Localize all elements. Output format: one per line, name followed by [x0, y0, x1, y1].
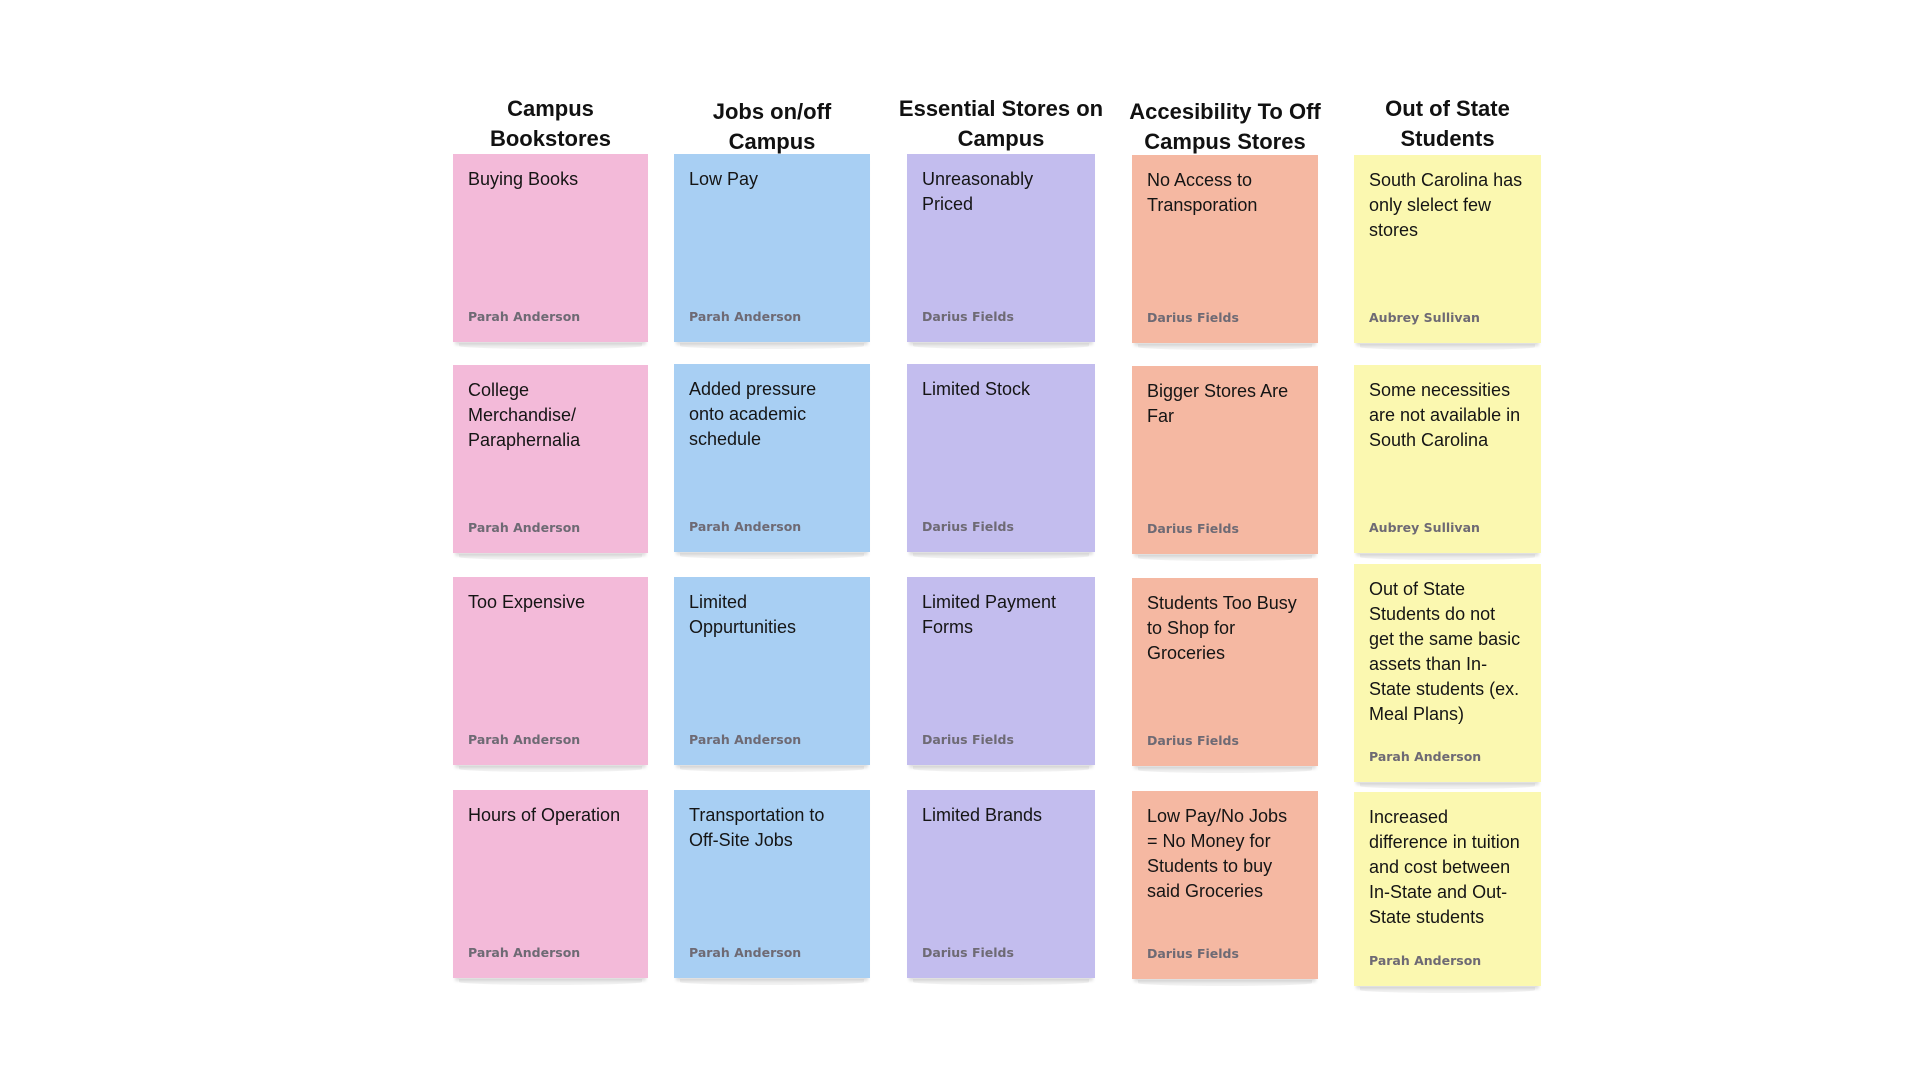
note-text: Students Too Busy to Shop for Groceries — [1147, 593, 1297, 663]
note-author: Parah Anderson — [468, 732, 581, 747]
sticky-note[interactable]: South Carolina has only slelect few stor… — [1354, 155, 1541, 350]
note-text: Bigger Stores Are Far — [1147, 381, 1289, 426]
note-author: Parah Anderson — [689, 519, 802, 534]
note-text: College Merchandise/ Paraphernalia — [468, 380, 581, 450]
column-title: Accesibility To Off Campus Stores — [1129, 99, 1321, 154]
note-author: Darius Fields — [1147, 310, 1239, 325]
note-text: Too Expensive — [468, 592, 586, 612]
sticky-note[interactable]: Limited Oppurtunities Parah Anderson — [674, 577, 870, 772]
sticky-note[interactable]: Limited Brands Darius Fields — [907, 790, 1095, 985]
sticky-note[interactable]: Unreasonably Priced Darius Fields — [907, 154, 1095, 349]
note-author: Aubrey Sullivan — [1369, 310, 1480, 325]
sticky-note[interactable]: Limited Stock Darius Fields — [907, 364, 1095, 559]
note-text: Out of State Students do not get the sam… — [1369, 579, 1521, 724]
column-essential-stores-on-campus: Essential Stores on Campus Unreasonably … — [899, 0, 1103, 1080]
column-title: Out of State Students — [1385, 96, 1510, 151]
sticky-note[interactable]: No Access to Transporation Darius Fields — [1132, 155, 1318, 350]
note-text: Limited Brands — [922, 805, 1043, 825]
sticky-note[interactable]: Buying Books Parah Anderson — [453, 154, 648, 349]
note-author: Darius Fields — [922, 945, 1014, 960]
column-out-of-state-students: Out of State Students South Carolina has… — [1354, 0, 1541, 1080]
column-title: Jobs on/off Campus — [712, 99, 832, 154]
note-author: Darius Fields — [1147, 733, 1239, 748]
sticky-note[interactable]: Out of State Students do not get the sam… — [1354, 564, 1541, 789]
sticky-note[interactable]: Added pressure onto academic schedule Pa… — [674, 364, 870, 559]
note-text: Transportation to Off-Site Jobs — [689, 805, 825, 850]
sticky-note[interactable]: Low Pay/No Jobs = No Money for Students … — [1132, 791, 1318, 986]
note-text: Limited Stock — [922, 379, 1031, 399]
note-author: Parah Anderson — [1369, 953, 1482, 968]
sticky-note[interactable]: Increased difference in tuition and cost… — [1354, 792, 1541, 993]
note-author: Parah Anderson — [689, 309, 802, 324]
note-text: Buying Books — [468, 169, 579, 189]
column-jobs-on-off-campus: Jobs on/off Campus Low Pay Parah Anderso… — [674, 0, 870, 1080]
sticky-note[interactable]: Too Expensive Parah Anderson — [453, 577, 648, 772]
note-text: Low Pay — [689, 169, 759, 189]
note-text: Unreasonably Priced — [922, 169, 1034, 214]
note-author: Parah Anderson — [468, 945, 581, 960]
note-text: Low Pay/No Jobs = No Money for Students … — [1147, 806, 1288, 901]
note-text: Limited Oppurtunities — [689, 592, 797, 637]
note-author: Parah Anderson — [468, 309, 581, 324]
column-campus-bookstores: Campus Bookstores Buying Books Parah And… — [453, 0, 648, 1080]
sticky-note[interactable]: College Merchandise/ Paraphernalia Parah… — [453, 365, 648, 560]
column-title: Campus Bookstores — [489, 96, 612, 151]
sticky-note[interactable]: Students Too Busy to Shop for Groceries … — [1132, 578, 1318, 773]
note-text: No Access to Transporation — [1147, 170, 1258, 215]
note-text: Hours of Operation — [468, 805, 621, 825]
note-author: Parah Anderson — [689, 732, 802, 747]
column-title: Essential Stores on Campus — [898, 96, 1104, 151]
note-text: Limited Payment Forms — [922, 592, 1057, 637]
sticky-note[interactable]: Hours of Operation Parah Anderson — [453, 790, 648, 985]
note-text: Some necessities are not available in So… — [1369, 380, 1521, 450]
note-author: Darius Fields — [1147, 946, 1239, 961]
sticky-note[interactable]: Bigger Stores Are Far Darius Fields — [1132, 366, 1318, 561]
note-author: Parah Anderson — [468, 520, 581, 535]
note-author: Darius Fields — [922, 519, 1014, 534]
sticky-note[interactable]: Limited Payment Forms Darius Fields — [907, 577, 1095, 772]
note-text: South Carolina has only slelect few stor… — [1369, 170, 1523, 240]
sticky-note[interactable]: Low Pay Parah Anderson — [674, 154, 870, 349]
note-author: Aubrey Sullivan — [1369, 520, 1480, 535]
column-accessibility-off-campus-stores: Accesibility To Off Campus Stores No Acc… — [1129, 0, 1321, 1080]
note-author: Parah Anderson — [689, 945, 802, 960]
note-author: Darius Fields — [922, 309, 1014, 324]
note-text: Increased difference in tuition and cost… — [1369, 807, 1520, 927]
note-author: Darius Fields — [1147, 521, 1239, 536]
sticky-note[interactable]: Transportation to Off-Site Jobs Parah An… — [674, 790, 870, 985]
sticky-note[interactable]: Some necessities are not available in So… — [1354, 365, 1541, 560]
note-author: Darius Fields — [922, 732, 1014, 747]
note-author: Parah Anderson — [1369, 749, 1482, 764]
note-text: Added pressure onto academic schedule — [689, 379, 817, 449]
